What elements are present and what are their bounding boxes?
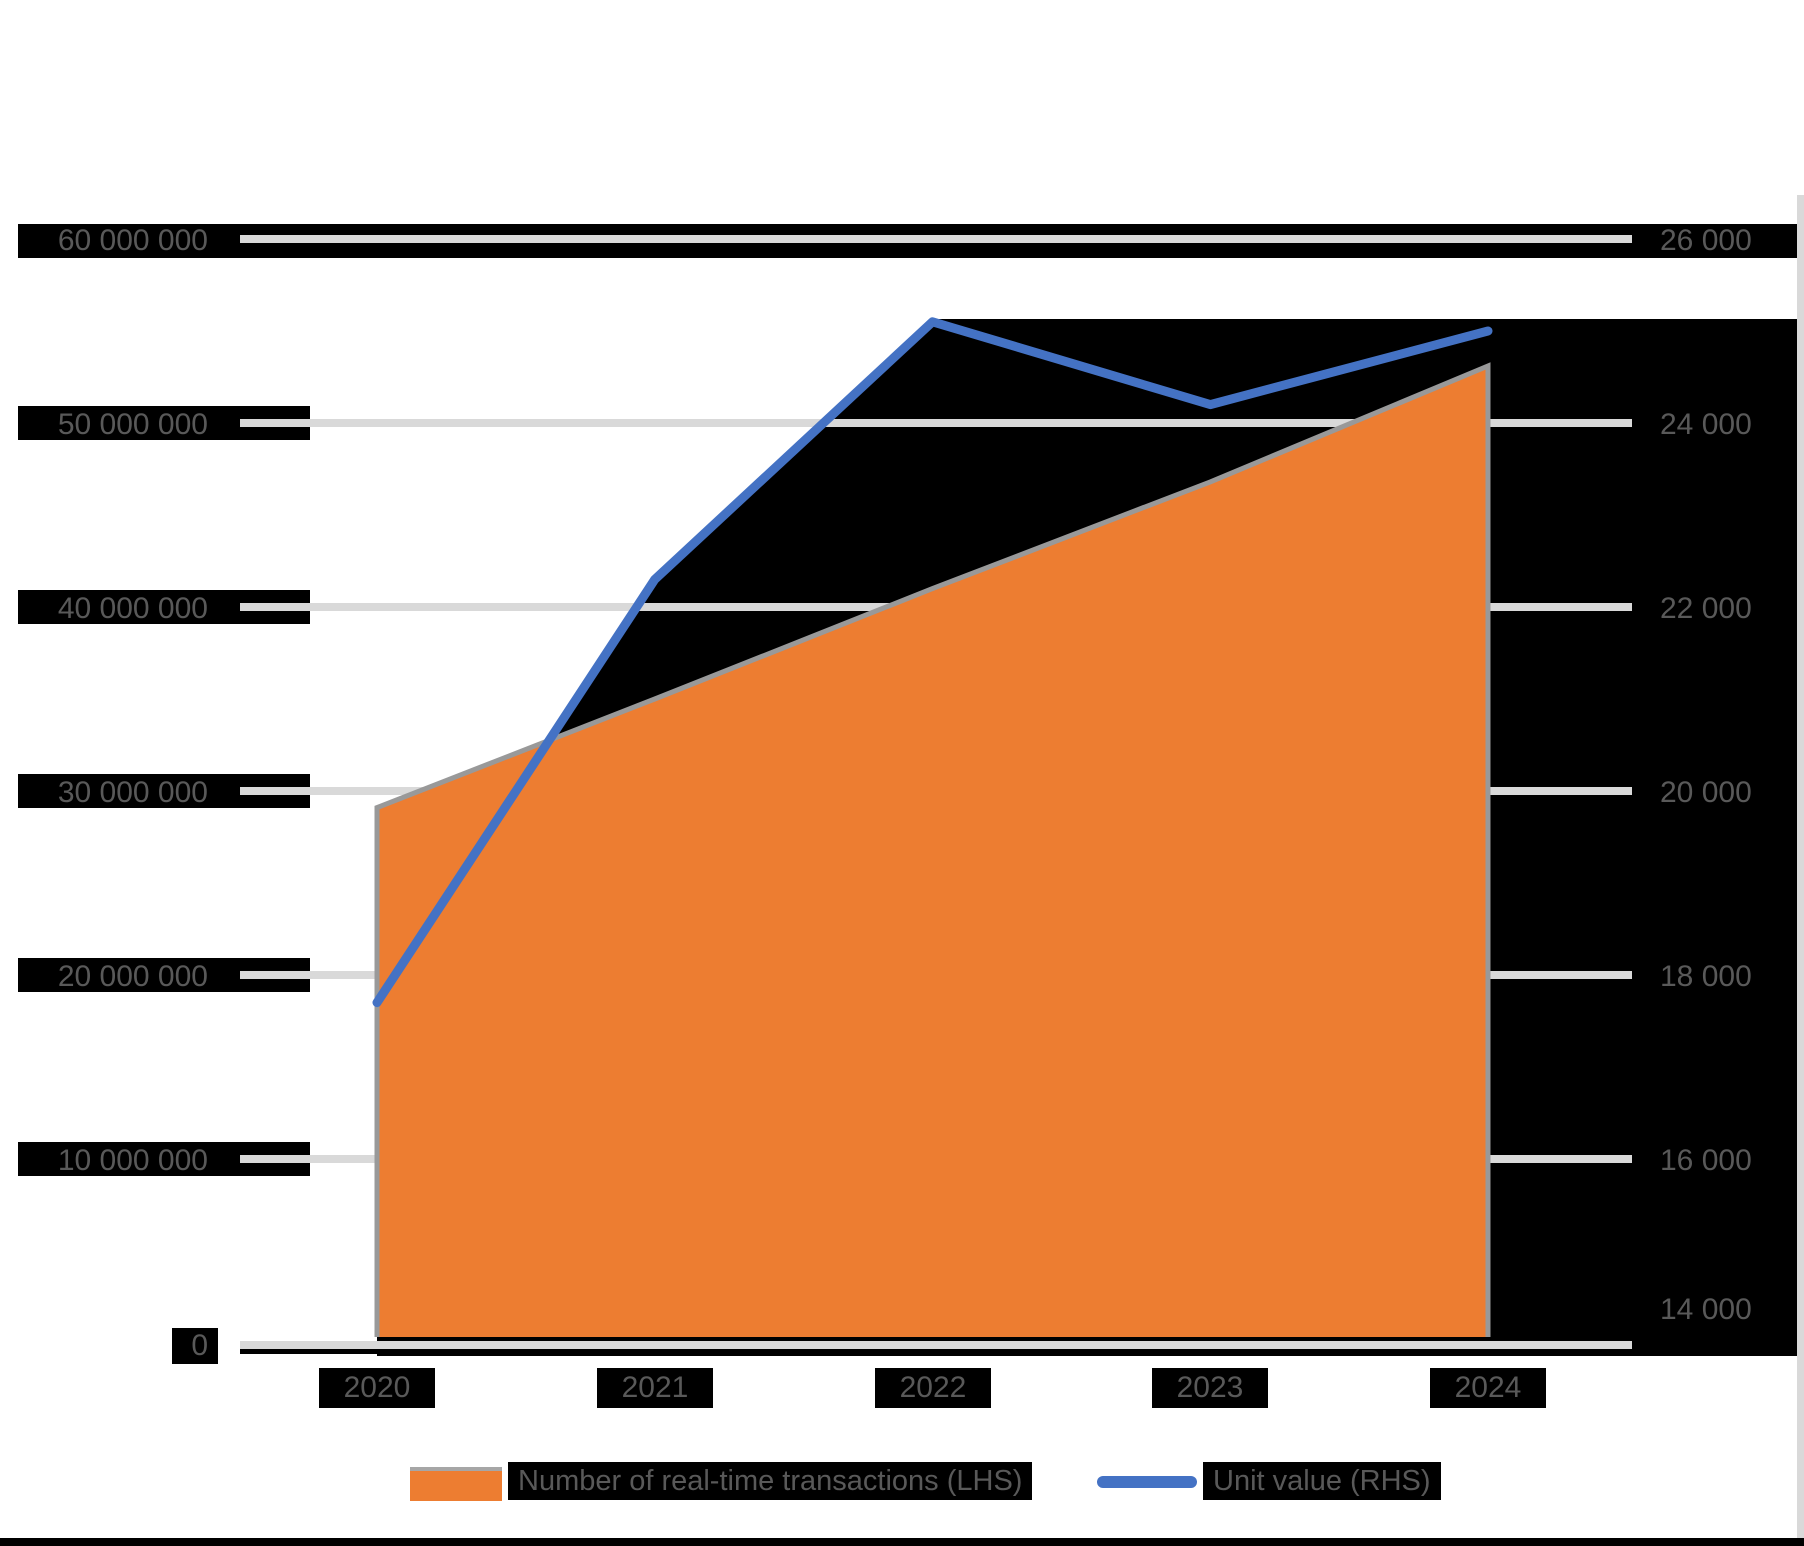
right-edge-strip — [1797, 195, 1804, 1546]
legend-line-label: Unit value (RHS) — [1203, 1462, 1441, 1500]
x-axis-tick-label: 2024 — [1430, 1368, 1546, 1408]
right-axis-tick-label: 24 000 — [1660, 408, 1752, 441]
right-axis-tick-label: 14 000 — [1660, 1293, 1752, 1326]
legend-area-swatch — [410, 1467, 502, 1501]
x-axis-tick-label: 2021 — [597, 1368, 713, 1408]
left-axis-tick-label: 10 000 000 — [57, 1144, 208, 1177]
right-axis-tick-label: 18 000 — [1660, 960, 1752, 993]
x-axis-shadow — [240, 1349, 1632, 1354]
right-axis-tick-label: 22 000 — [1660, 592, 1752, 625]
bottom-border-bar — [0, 1538, 1804, 1546]
x-axis-tick-label: 2023 — [1152, 1368, 1268, 1408]
left-axis-tick-label: 30 000 000 — [57, 776, 208, 809]
left-axis-tick-label: 20 000 000 — [57, 960, 208, 993]
left-axis-tick-label: 40 000 000 — [57, 592, 208, 625]
x-axis-tick-label: 2020 — [319, 1368, 435, 1408]
right-axis-tick-label: 20 000 — [1660, 776, 1752, 809]
legend-area-label: Number of real-time transactions (LHS) — [508, 1462, 1033, 1500]
right-axis-tick-label: 26 000 — [1660, 224, 1752, 257]
gridline — [240, 419, 1632, 427]
gridline — [240, 235, 1632, 243]
legend-line-swatch — [1097, 1476, 1197, 1488]
legend: Number of real-time transactions (LHS) U… — [0, 1458, 1804, 1506]
left-axis-tick-label: 60 000 000 — [57, 224, 208, 257]
left-axis-tick-label: 0 — [191, 1329, 208, 1362]
area-series-orange — [377, 366, 1488, 1337]
left-axis-zero-patch — [172, 1328, 218, 1364]
area-series-border — [374, 362, 1491, 1337]
left-axis-tick-label: 50 000 000 — [57, 408, 208, 441]
x-axis-line — [240, 1341, 1632, 1349]
line-series-blue — [372, 317, 1493, 1008]
right-axis-tick-label: 16 000 — [1660, 1144, 1752, 1177]
x-axis-tick-label: 2022 — [875, 1368, 991, 1408]
